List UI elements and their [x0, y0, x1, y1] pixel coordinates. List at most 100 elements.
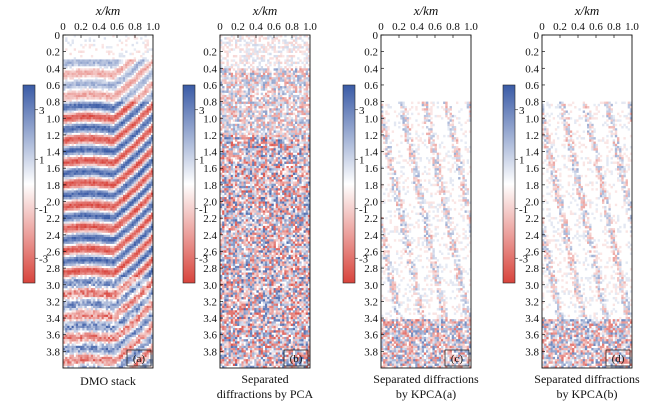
seismic-cell [99, 219, 102, 222]
seismic-cell [84, 170, 87, 173]
seismic-cell [82, 316, 85, 320]
seismic-cell [93, 137, 96, 140]
seismic-cell [75, 248, 79, 251]
seismic-cell [84, 310, 87, 313]
seismic-cell [150, 279, 154, 282]
seismic-cell [133, 57, 137, 60]
seismic-cell [116, 323, 119, 327]
seismic-cell [88, 159, 92, 162]
seismic-cell [65, 179, 68, 182]
seismic-cell [146, 190, 149, 193]
seismic-cell [123, 179, 126, 182]
seismic-cell [144, 276, 147, 280]
seismic-cell [116, 316, 119, 320]
seismic-cell [129, 268, 132, 271]
seismic-cell [116, 334, 119, 338]
seismic-cell [63, 205, 66, 209]
seismic-cell [123, 288, 126, 291]
seismic-cell [105, 332, 109, 335]
seismic-cell [99, 83, 102, 87]
seismic-cell [90, 299, 94, 302]
seismic-cell [123, 316, 126, 320]
seismic-cell [146, 290, 149, 293]
seismic-cell [146, 296, 149, 300]
seismic-cell [120, 312, 124, 315]
seismic-cell [123, 225, 126, 229]
seismic-cell [116, 199, 119, 202]
seismic-cell [150, 177, 154, 180]
seismic-cell [82, 72, 85, 76]
seismic-cell [112, 301, 115, 304]
seismic-cell [112, 325, 115, 329]
seismic-cell [78, 319, 81, 322]
seismic-cell [150, 288, 154, 291]
seismic-cell [129, 199, 132, 202]
seismic-cell [80, 243, 83, 247]
seismic-cell [65, 345, 68, 349]
seismic-cell [84, 288, 87, 291]
seismic-cell [146, 43, 149, 47]
seismic-cell [80, 50, 83, 53]
seismic-cell [99, 225, 102, 229]
seismic-cell [123, 330, 126, 333]
seismic-cell [71, 319, 74, 322]
seismic-cell [133, 323, 137, 327]
seismic-cell [80, 185, 83, 189]
seismic-cell [116, 290, 119, 293]
seismic-cell [82, 343, 85, 346]
seismic-cell [110, 185, 113, 189]
seismic-cell [114, 241, 117, 244]
seismic-cell [127, 146, 130, 149]
seismic-cell [86, 334, 89, 338]
seismic-cell [75, 208, 79, 211]
seismic-cell [71, 170, 74, 173]
seismic-cell [118, 141, 122, 144]
seismic-cell [73, 283, 77, 287]
seismic-cell [150, 281, 154, 284]
seismic-cell [118, 123, 122, 127]
seismic-cell [108, 170, 111, 173]
seismic-cell [108, 241, 111, 244]
seismic-cell [90, 181, 94, 184]
seismic-cell [97, 194, 100, 198]
seismic-cell [95, 223, 98, 227]
seismic-cell [138, 252, 141, 255]
seismic-cell [129, 292, 132, 295]
seismic-cell [73, 228, 77, 231]
seismic-cell [135, 86, 139, 89]
seismic-cell [80, 336, 83, 340]
seismic-cell [142, 132, 145, 136]
seismic-cell [114, 336, 117, 340]
seismic-cell [108, 316, 111, 320]
seismic-cell [144, 272, 147, 275]
seismic-cell [135, 339, 139, 342]
seismic-cell [90, 272, 94, 275]
seismic-cell [101, 126, 104, 129]
seismic-cell [146, 272, 149, 275]
seismic-cell [105, 270, 109, 273]
seismic-cell [118, 321, 122, 324]
seismic-cell [118, 343, 122, 346]
seismic-cell [97, 203, 100, 207]
seismic-cell [150, 179, 154, 182]
seismic-cell [103, 316, 107, 320]
seismic-cell [142, 197, 145, 200]
seismic-cell [146, 303, 149, 307]
seismic-cell [123, 241, 126, 244]
seismic-cell [131, 123, 134, 127]
seismic-cell [108, 343, 111, 346]
seismic-cell [97, 274, 100, 278]
seismic-cell [116, 123, 119, 127]
seismic-cell [88, 321, 92, 324]
seismic-cell [99, 232, 102, 235]
seismic-cell [140, 179, 143, 182]
seismic-cell [80, 321, 83, 324]
seismic-cell [101, 290, 104, 293]
seismic-cell [88, 181, 92, 184]
seismic-cell [67, 108, 70, 111]
seismic-cell [150, 283, 154, 287]
seismic-cell [93, 114, 96, 118]
seismic-cell [125, 319, 128, 322]
seismic-cell [138, 205, 141, 209]
seismic-cell [71, 192, 74, 196]
